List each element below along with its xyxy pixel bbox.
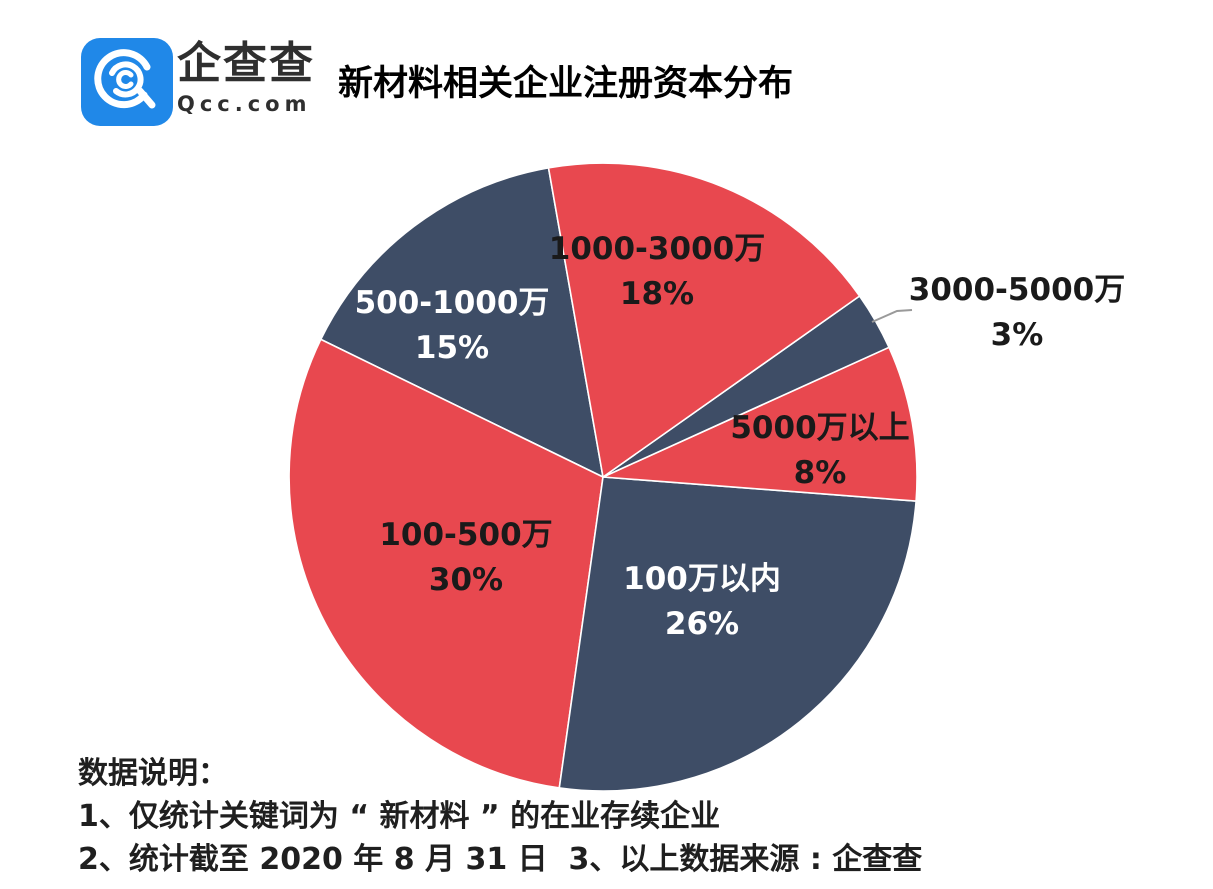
pie-label-5000plus: 5000万以上 8% [730, 406, 909, 496]
page-title: 新材料相关企业注册资本分布 [338, 64, 794, 104]
pie-label-text: 1000-3000万 [548, 231, 766, 267]
notes-line-2: 2、统计截至 2020 年 8 月 31 日 3、以上数据来源 : 企查查 [78, 842, 923, 877]
pie-label-pct: 15% [414, 330, 490, 366]
pie-chart [288, 162, 918, 792]
pie-label-500-1000: 500-1000万 15% [355, 281, 550, 371]
pie-slice-2 [602, 346, 918, 502]
brand-name-cn: 企查查 [177, 38, 315, 89]
brand-name-en: Qcc.com [177, 92, 312, 116]
pie-slice-0 [547, 162, 861, 478]
pie-label-pct: 26% [664, 606, 740, 642]
brand-text: 企查查 Qcc.com [177, 36, 337, 116]
pie-label-pct: 3% [990, 317, 1044, 353]
pie-slice-5 [320, 167, 604, 478]
notes-line-1: 1、仅统计关键词为 “ 新材料 ” 的在业存续企业 [78, 799, 721, 834]
pie-label-3000-5000: 3000-5000万 3% [909, 268, 1125, 358]
data-notes: 数据说明： 1、仅统计关键词为 “ 新材料 ” 的在业存续企业 2、统计截至 2… [78, 752, 922, 881]
pie-label-pct: 30% [428, 562, 504, 598]
pie-slice-3 [558, 476, 917, 792]
leader-line-3000-5000 [871, 309, 913, 323]
qcc-logo-icon [81, 38, 173, 126]
pie-label-text: 3000-5000万 [908, 272, 1126, 308]
pie-label-text: 100万以内 [623, 561, 781, 597]
pie-label-text: 500-1000万 [354, 285, 550, 321]
pie-label-text: 100-500万 [379, 517, 553, 553]
logo-q-mark [94, 49, 156, 109]
pie-label-text: 5000万以上 [730, 410, 910, 446]
pie-label-under-100: 100万以内 26% [623, 557, 781, 647]
pie-label-pct: 8% [793, 455, 847, 491]
notes-heading: 数据说明： [78, 756, 228, 791]
pie-label-pct: 18% [619, 276, 695, 312]
pie-slice-4 [288, 338, 604, 789]
pie-label-100-500: 100-500万 30% [379, 513, 552, 603]
pie-label-1000-3000: 1000-3000万 18% [549, 227, 765, 317]
